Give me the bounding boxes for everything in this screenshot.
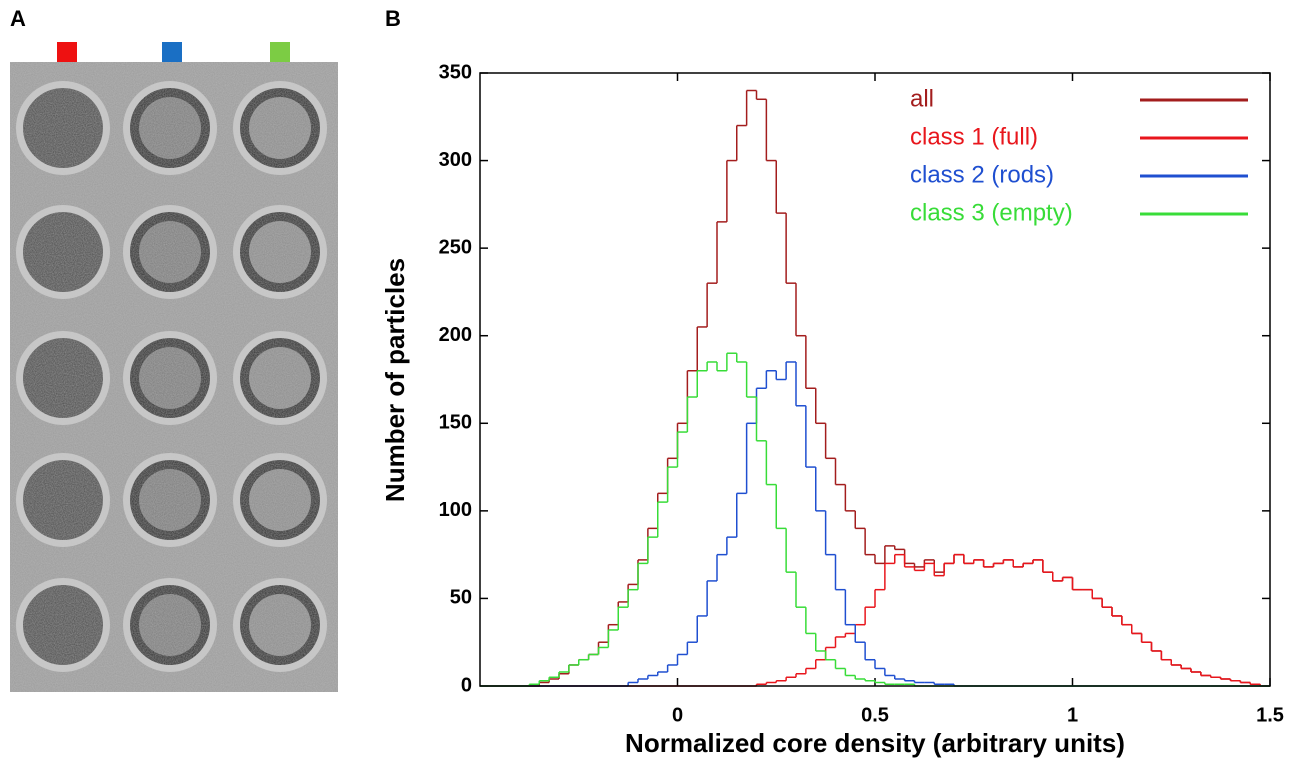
y-axis-label: Number of particles xyxy=(380,258,410,502)
plot-frame xyxy=(479,72,1271,687)
legend-label: class 1 (full) xyxy=(910,123,1038,150)
y-tick-label: 100 xyxy=(439,499,472,521)
y-tick-label: 250 xyxy=(439,236,472,258)
y-tick-label: 300 xyxy=(439,149,472,171)
x-tick-label: 0.5 xyxy=(861,704,889,726)
legend-label: all xyxy=(910,85,934,112)
y-tick-label: 50 xyxy=(450,587,472,609)
x-axis-label: Normalized core density (arbitrary units… xyxy=(625,728,1125,758)
x-tick-label: 1 xyxy=(1067,704,1078,726)
micrograph-noise xyxy=(10,62,338,692)
histogram-plot: 0 50 100 150 200 250 300 350 0 0.5 1 1.5 xyxy=(439,61,1284,726)
x-tick-label: 0 xyxy=(672,704,683,726)
y-tick-label: 150 xyxy=(439,412,472,434)
class-swatch xyxy=(162,42,182,62)
class-swatch xyxy=(270,42,290,62)
x-tick-label: 1.5 xyxy=(1256,704,1284,726)
y-tick-label: 350 xyxy=(439,61,472,83)
y-tick-label: 0 xyxy=(461,674,472,696)
y-tick-label: 200 xyxy=(439,324,472,346)
legend-label: class 2 (rods) xyxy=(910,161,1054,188)
legend-label: class 3 (empty) xyxy=(910,199,1073,226)
panel-label: A xyxy=(10,6,26,31)
micrograph-panel xyxy=(10,42,338,692)
class-swatch xyxy=(57,42,77,62)
panel-label: B xyxy=(385,6,401,31)
